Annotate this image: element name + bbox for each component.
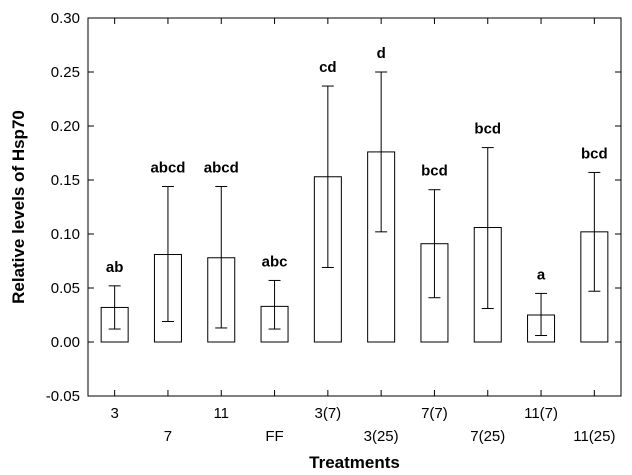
y-tick-label: 0.10: [51, 226, 80, 243]
y-tick-label: 0.05: [51, 280, 80, 297]
error-bars: [108, 71, 601, 337]
significance-label: a: [537, 266, 546, 283]
y-axis-title: Relative levels of Hsp70: [9, 110, 28, 304]
y-tick-label: 0.30: [51, 10, 80, 27]
y-axis: -0.05 0.00 0.05 0.10 0.15 0.20 0.25 0.30: [46, 10, 621, 405]
significance-label: d: [377, 45, 386, 62]
x-tick-label: 3(7): [315, 405, 342, 422]
significance-label: bcd: [474, 121, 501, 138]
significance-label: bcd: [421, 163, 448, 180]
plot-area: [87, 17, 622, 397]
x-tick-label: FF: [265, 428, 283, 445]
bars: [100, 151, 609, 343]
significance-label: abcd: [150, 159, 185, 176]
x-tick-label: 11(25): [573, 428, 615, 445]
significance-label: abc: [262, 253, 288, 270]
x-tick-label: 7(25): [470, 428, 505, 445]
x-tick-label: 11(7): [524, 405, 558, 422]
y-tick-label: 0.20: [51, 118, 80, 135]
x-tick-label: 11: [213, 405, 229, 422]
significance-label: bcd: [581, 145, 608, 162]
plot-frame: [87, 17, 622, 397]
significance-label: cd: [319, 59, 337, 76]
x-tick-label: 3: [110, 405, 118, 422]
significance-label: ab: [106, 259, 124, 276]
x-tick-label: 7(7): [421, 405, 448, 422]
y-tick-label: 0.15: [51, 172, 80, 189]
x-axis: 3 7 11 FF 3(7) 3(25) 7(7) 7(25) 11(7) 11(25): [110, 18, 615, 445]
y-tick-label: 0.25: [51, 64, 80, 81]
y-tick-label: -0.05: [46, 388, 80, 405]
y-tick-label: 0.00: [51, 334, 80, 351]
x-tick-label: 7: [164, 428, 172, 445]
x-tick-label: 3(25): [364, 428, 399, 445]
x-axis-title: Treatments: [309, 453, 400, 472]
significance-label: abcd: [204, 159, 239, 176]
